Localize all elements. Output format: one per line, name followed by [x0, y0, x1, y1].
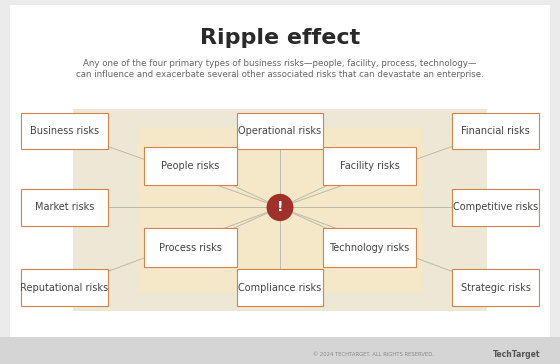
Ellipse shape [267, 194, 293, 221]
Text: Financial risks: Financial risks [461, 126, 530, 136]
Text: © 2024 TECHTARGET. ALL RIGHTS RESERVED.: © 2024 TECHTARGET. ALL RIGHTS RESERVED. [313, 352, 434, 357]
FancyBboxPatch shape [236, 269, 324, 306]
Text: Operational risks: Operational risks [239, 126, 321, 136]
Text: TechTarget: TechTarget [493, 351, 540, 359]
FancyBboxPatch shape [452, 269, 539, 306]
Text: Any one of the four primary types of business risks—people, facility, process, t: Any one of the four primary types of bus… [83, 59, 477, 68]
FancyBboxPatch shape [144, 229, 236, 266]
FancyBboxPatch shape [21, 269, 108, 306]
FancyBboxPatch shape [324, 229, 416, 266]
Text: Ripple effect: Ripple effect [200, 28, 360, 48]
Text: Process risks: Process risks [159, 242, 222, 253]
FancyBboxPatch shape [324, 146, 416, 185]
FancyBboxPatch shape [21, 189, 108, 226]
Text: can influence and exacerbate several other associated risks that can devastate a: can influence and exacerbate several oth… [76, 70, 484, 79]
Text: !: ! [277, 201, 283, 214]
Text: Competitive risks: Competitive risks [453, 202, 538, 213]
FancyBboxPatch shape [73, 109, 487, 311]
Text: Market risks: Market risks [35, 202, 94, 213]
FancyBboxPatch shape [144, 146, 236, 185]
FancyBboxPatch shape [452, 113, 539, 149]
FancyBboxPatch shape [452, 189, 539, 226]
Text: People risks: People risks [161, 161, 220, 171]
Text: Compliance risks: Compliance risks [239, 282, 321, 293]
Text: Technology risks: Technology risks [329, 242, 410, 253]
FancyBboxPatch shape [236, 113, 324, 149]
Text: Reputational risks: Reputational risks [20, 282, 109, 293]
Text: Business risks: Business risks [30, 126, 99, 136]
Text: Strategic risks: Strategic risks [461, 282, 530, 293]
Text: Facility risks: Facility risks [340, 161, 399, 171]
FancyBboxPatch shape [137, 127, 423, 293]
FancyBboxPatch shape [21, 113, 108, 149]
